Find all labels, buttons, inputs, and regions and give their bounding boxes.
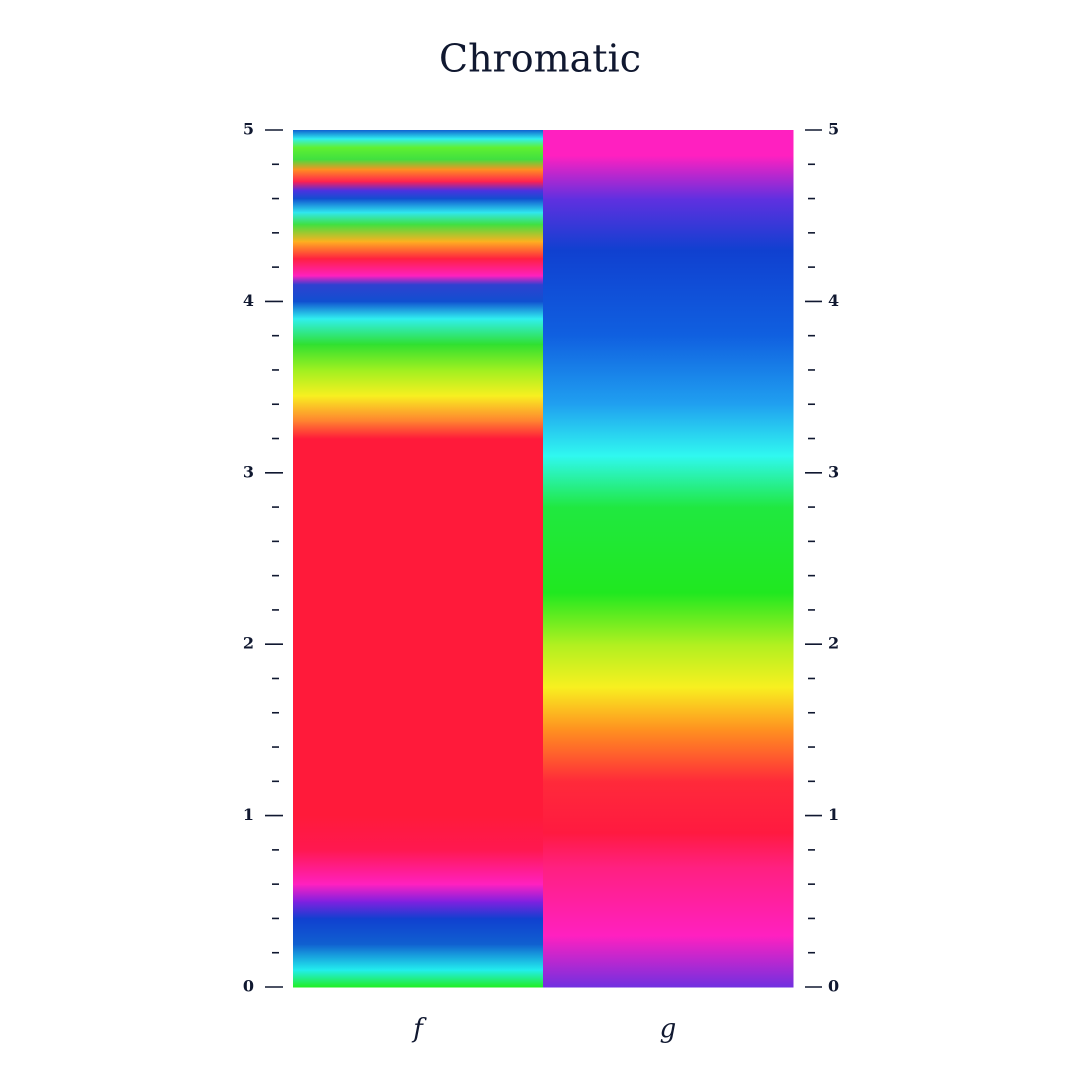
color-band <box>543 404 794 457</box>
y2-tick-label: 5 <box>828 120 839 139</box>
color-band <box>293 159 544 170</box>
color-band <box>543 935 794 988</box>
color-band <box>293 369 544 397</box>
color-band <box>293 189 544 200</box>
color-band <box>293 344 544 371</box>
color-band <box>543 781 794 834</box>
color-band <box>293 130 544 140</box>
y-tick-label: 2 <box>243 634 254 653</box>
color-band <box>293 901 544 919</box>
y2-tick-label: 0 <box>828 977 839 996</box>
color-band <box>543 155 794 200</box>
color-band <box>293 301 544 320</box>
color-band <box>543 455 794 508</box>
color-band <box>293 224 544 242</box>
color-band <box>543 198 794 251</box>
color-band <box>543 592 794 645</box>
y-tick-label: 1 <box>243 805 254 824</box>
y-tick-label: 0 <box>243 977 254 996</box>
color-band <box>293 944 544 971</box>
color-band <box>293 212 544 225</box>
color-band <box>293 284 544 302</box>
color-band <box>293 815 544 851</box>
x-tick-label: f <box>411 1014 427 1044</box>
color-band <box>293 275 544 285</box>
color-band <box>293 181 544 191</box>
color-band <box>293 849 544 885</box>
color-band <box>293 969 544 988</box>
x-tick-label: g <box>660 1014 677 1044</box>
color-band <box>293 169 544 182</box>
y-tick-label: 4 <box>243 291 254 310</box>
color-band <box>543 507 794 594</box>
color-band <box>543 130 794 157</box>
color-band <box>543 249 794 337</box>
y2-tick-label: 3 <box>828 462 839 481</box>
chart-title: Chromatic <box>439 37 641 81</box>
color-band <box>543 687 794 731</box>
color-band <box>543 729 794 782</box>
y-tick-label: 5 <box>243 120 254 139</box>
y2-tick-label: 4 <box>828 291 839 310</box>
color-band <box>293 258 544 277</box>
color-band <box>293 438 544 817</box>
color-band <box>293 421 544 440</box>
color-band <box>293 318 544 345</box>
color-band <box>543 832 794 868</box>
color-band <box>293 198 544 213</box>
color-band <box>293 241 544 260</box>
color-band <box>293 884 544 902</box>
color-band <box>293 395 544 422</box>
color-band <box>543 644 794 688</box>
color-band <box>293 147 544 160</box>
y2-tick-label: 2 <box>828 634 839 653</box>
color-band <box>543 867 794 937</box>
y2-tick-label: 1 <box>828 805 839 824</box>
color-band <box>293 138 544 148</box>
color-band <box>293 918 544 945</box>
color-band <box>543 335 794 405</box>
y-tick-label: 3 <box>243 462 254 481</box>
